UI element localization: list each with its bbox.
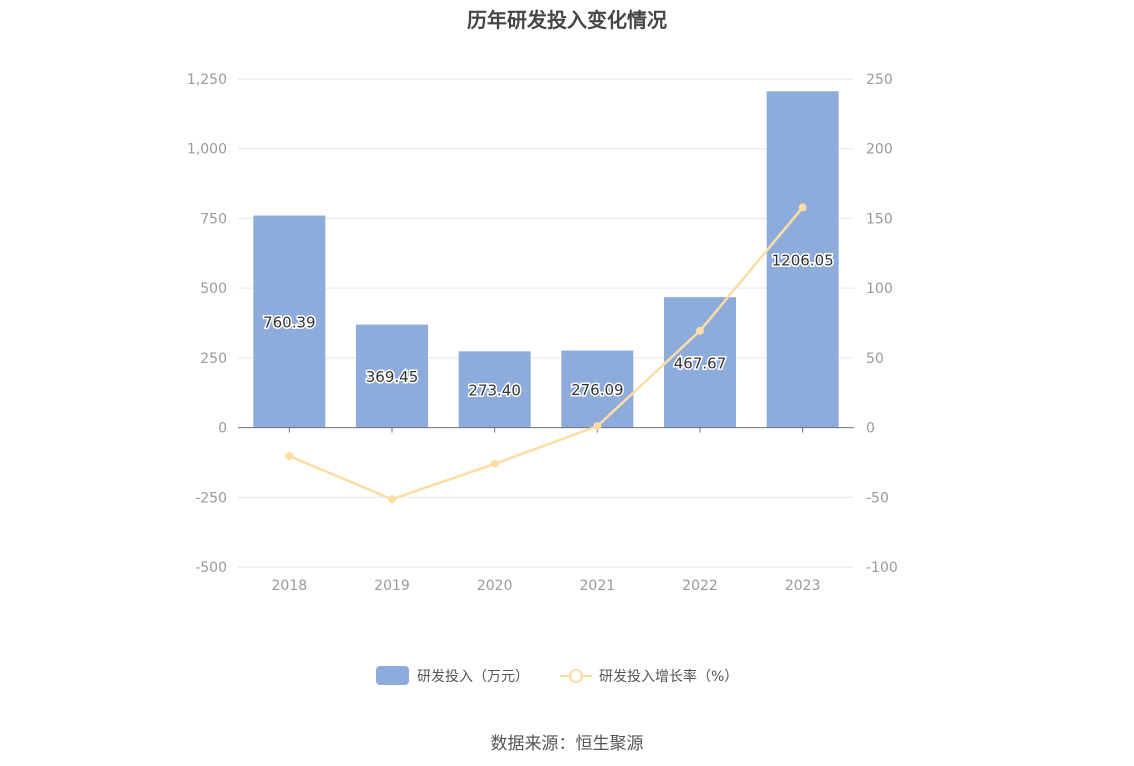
bar-data-label: 467.67	[674, 354, 727, 372]
growth-line	[288, 206, 804, 501]
line-point	[285, 452, 294, 461]
left-tick-label: 0	[218, 421, 227, 437]
grid-lines	[238, 78, 854, 568]
x-tick-label: 2023	[785, 578, 821, 594]
right-tick-label: 150	[866, 211, 893, 227]
bar-data-label: 273.40	[468, 381, 521, 399]
bar-data-label: 369.45	[366, 368, 419, 386]
legend-item-line[interactable]: 研发投入增长率（%）	[560, 668, 738, 685]
bar-series	[253, 91, 839, 428]
right-tick-label: -100	[866, 560, 898, 576]
x-tick-label: 2019	[374, 578, 410, 594]
left-tick-label: 750	[200, 211, 227, 227]
x-tick-label: 2022	[682, 578, 718, 594]
legend-line-label: 研发投入增长率（%）	[599, 668, 738, 685]
legend-line-marker	[569, 669, 583, 683]
bar-data-label: 1206.05	[772, 251, 834, 269]
bar	[664, 297, 736, 428]
line-point	[490, 459, 499, 468]
right-tick-label: 50	[866, 351, 884, 367]
chart-title: 历年研发投入变化情况	[467, 8, 667, 32]
bar-data-label: 276.09	[571, 381, 624, 399]
bar	[766, 91, 839, 428]
x-tick-label: 2018	[272, 578, 308, 594]
bar	[253, 215, 326, 428]
legend: 研发投入（万元） 研发投入增长率（%）	[376, 666, 738, 685]
left-tick-label: 250	[200, 351, 227, 367]
line-series	[285, 203, 807, 504]
line-point	[593, 422, 602, 431]
legend-item-bar[interactable]: 研发投入（万元）	[376, 666, 529, 685]
legend-bar-swatch	[376, 666, 409, 685]
bar	[561, 350, 634, 428]
right-tick-label: -50	[866, 490, 889, 506]
x-tick-label: 2021	[580, 578, 616, 594]
left-tick-label: -250	[195, 490, 227, 506]
right-tick-label: 100	[866, 281, 893, 297]
left-tick-label: 1,000	[187, 142, 227, 158]
data-source: 数据来源：恒生聚源	[490, 734, 644, 754]
left-tick-label: -500	[195, 560, 227, 576]
left-y-axis: -500 -250 0 250 500 750 1,000 1,250	[187, 72, 227, 576]
line-point	[798, 203, 807, 212]
x-tick-label: 2020	[477, 578, 513, 594]
bar	[356, 324, 428, 428]
legend-bar-label: 研发投入（万元）	[417, 669, 529, 685]
right-tick-label: 250	[866, 72, 893, 88]
bar	[458, 351, 531, 428]
line-point	[696, 326, 704, 335]
right-tick-label: 0	[866, 421, 875, 437]
bar-data-labels: 760.39 369.45 273.40 276.09 467.67 1206.05	[262, 250, 836, 401]
right-tick-label: 200	[866, 142, 893, 158]
x-axis: 2018 2019 2020 2021 2022 2023	[238, 427, 854, 594]
left-tick-label: 500	[200, 281, 227, 297]
left-tick-label: 1,250	[187, 72, 227, 88]
right-y-axis: -100 -50 0 50 100 150 200 250	[866, 72, 898, 576]
bar-data-label: 760.39	[263, 314, 316, 332]
line-point	[388, 495, 396, 504]
